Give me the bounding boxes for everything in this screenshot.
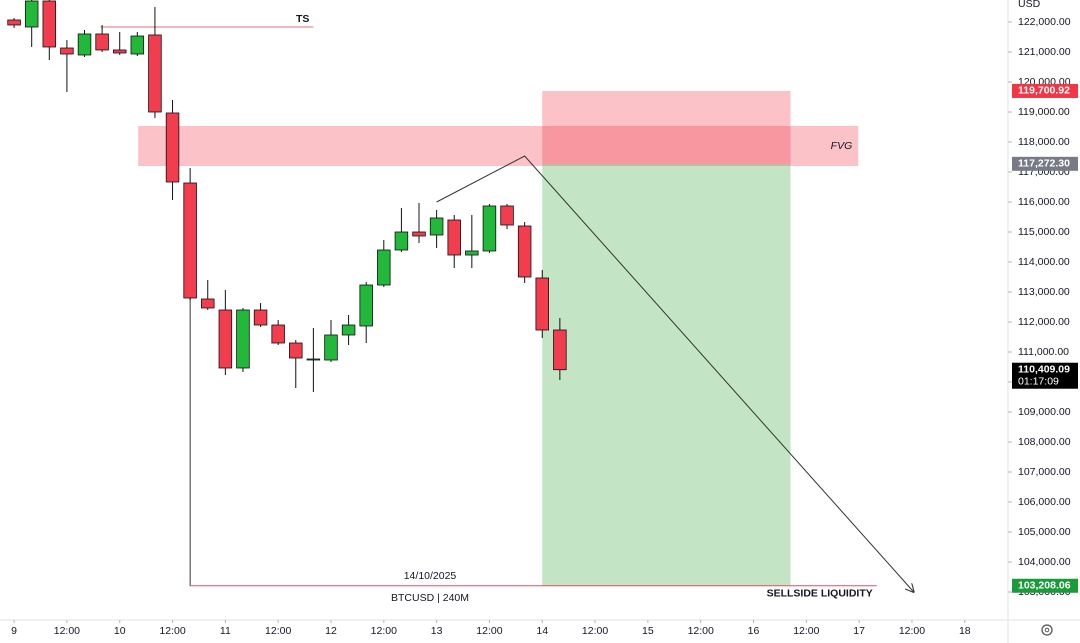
y-tick-label: 114,000.00 [1018,256,1070,268]
y-tick-label: 116,000.00 [1018,196,1070,208]
symbol-label: BTCUSD | 240M [391,592,469,604]
candle-body [60,47,74,55]
x-tick-label: 18 [959,625,971,637]
line-label: SELLSIDE LIQUIDITY [767,588,873,600]
candle-body [201,298,215,309]
x-tick-label: 12:00 [54,625,80,637]
x-tick-label: 12:00 [265,625,291,637]
candle-body [148,34,162,113]
candle-body [517,225,532,278]
y-tick-label: 107,000.00 [1018,466,1071,478]
candle-body [359,284,373,327]
line-label: TS [296,13,309,25]
x-tick-label: 12:00 [159,625,185,637]
candle-body [24,0,39,28]
y-tick-label: 115,000.00 [1018,226,1070,238]
arrow-line [436,155,914,592]
y-tick-label: 109,000.00 [1018,406,1071,418]
candle-body [271,324,285,344]
x-tick-label: 12:00 [793,625,819,637]
price-tag: 119,700.92 [1012,83,1078,98]
x-tick-label: 17 [853,625,865,637]
date-label: 14/10/2025 [404,570,457,582]
price-tag: 103,208.06 [1012,578,1078,593]
x-tick-label: 12:00 [582,625,608,637]
axis-unit: USD [1018,0,1041,10]
candle-body [341,324,356,336]
candle-body [377,249,391,286]
x-tick-label: 12:00 [688,625,714,637]
candle-body [429,217,444,236]
y-tick-label: 121,000.00 [1018,46,1071,58]
plot-area: FVG TS SELLSIDE LIQUIDITY [7,0,914,600]
candle-body [500,205,514,226]
price-tag-label: 119,700.92 [1018,85,1070,97]
x-tick-label: 13 [431,625,443,637]
x-tick-label: 11 [220,625,231,637]
candle-body [42,0,57,48]
y-tick-label: 112,000.00 [1018,316,1070,328]
price-tag-box [1012,156,1078,171]
candle-body [183,182,197,299]
x-tick-label: 9 [11,625,17,637]
candle-body [394,231,409,251]
candle-body [412,231,426,237]
candle-body [553,329,567,371]
price-tag-label: 117,272.30 [1018,158,1070,170]
candle-body [7,19,21,26]
candle-body [130,35,145,55]
y-tick-label: 108,000.00 [1018,436,1071,448]
y-tick-label: 122,000.00 [1018,16,1071,28]
candle-body [465,250,479,256]
candle-body [165,112,180,183]
x-tick-label: 12:00 [899,625,925,637]
price-tag: 117,272.30 [1012,156,1078,171]
price-tag-box [1012,83,1078,98]
zone-label: FVG [831,140,853,152]
x-tick-label: 15 [642,625,654,637]
candle-body [447,219,461,256]
price-tag-box [1012,362,1078,389]
x-tick-label: 10 [114,625,126,637]
x-tick-label: 16 [748,625,760,637]
x-tick-label: 14 [536,625,548,637]
y-tick-label: 119,000.00 [1018,106,1070,118]
candle-body [218,309,233,369]
price-tag-box [1012,578,1078,593]
y-tick-label: 111,000.00 [1018,346,1069,358]
price-tag-label: 110,409.09 [1018,364,1070,376]
candle-body [324,334,338,361]
zone [542,90,791,164]
price-tag-label: 103,208.06 [1018,580,1071,592]
y-tick-label: 106,000.00 [1018,496,1071,508]
x-tick-label: 12 [325,625,337,637]
y-tick-label: 104,000.00 [1018,556,1071,568]
candle-body [112,49,127,54]
price-tag-countdown: 01:17:09 [1018,376,1059,388]
zone [138,126,859,166]
candle-body [253,309,268,326]
zone [542,163,791,586]
candle-body [482,205,497,252]
candle-body [236,309,250,369]
x-tick-label: 12:00 [371,625,397,637]
y-tick-label: 105,000.00 [1018,526,1071,538]
x-tick-label: 12:00 [476,625,502,637]
y-tick-label: 118,000.00 [1018,136,1070,148]
candle-body [95,33,109,51]
settings-icon[interactable] [1041,624,1053,636]
candle-body [535,277,549,331]
candle-body [306,358,321,361]
candle-body [77,33,92,56]
y-tick-label: 113,000.00 [1018,286,1070,298]
candle-body [289,342,303,359]
